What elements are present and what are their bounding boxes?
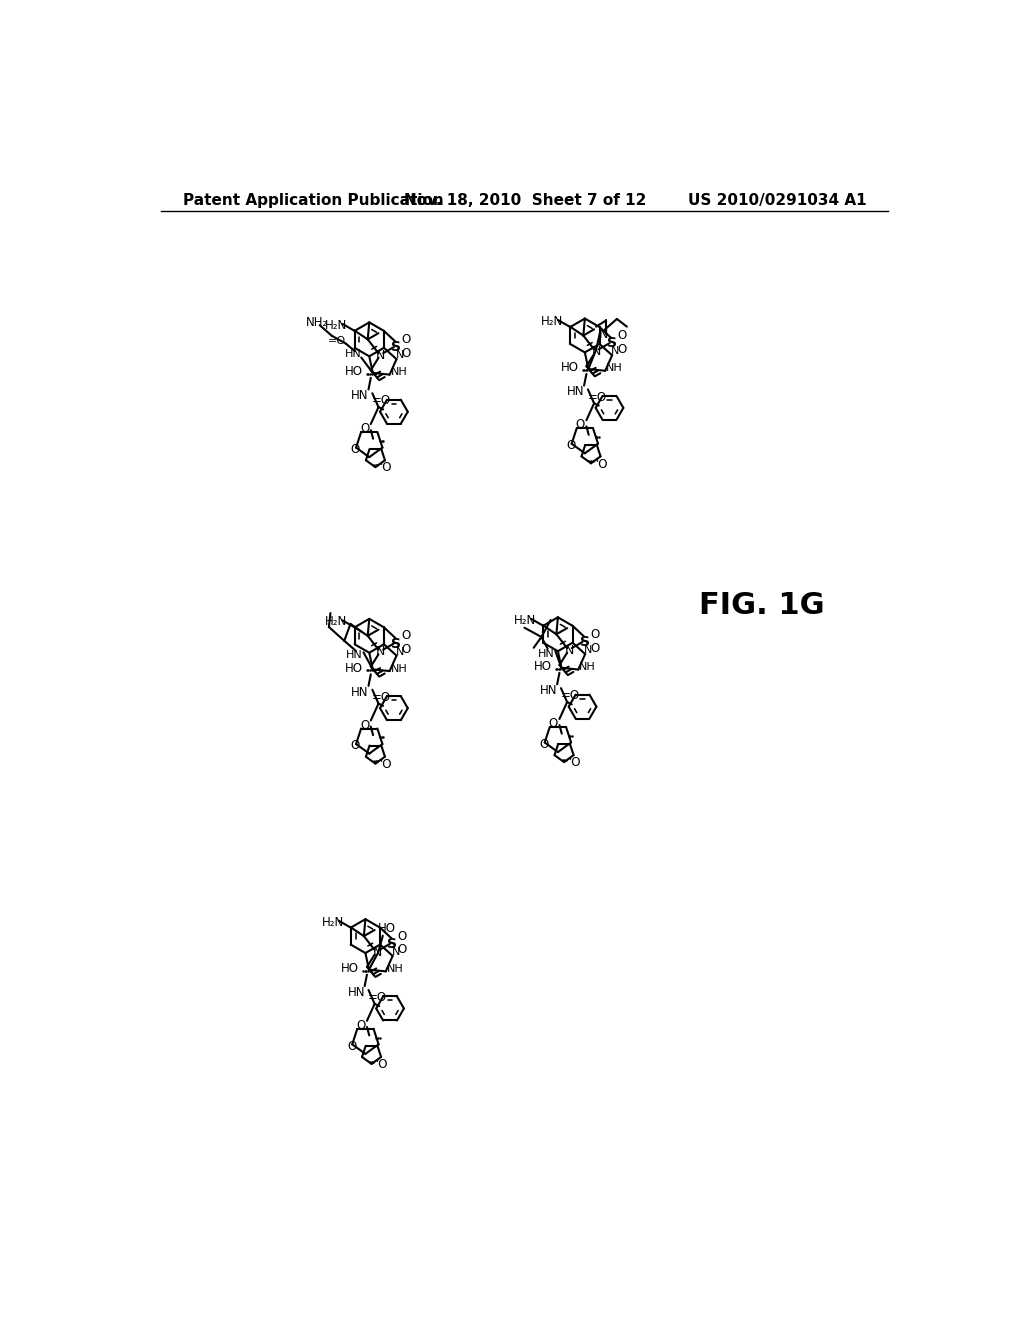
Text: O: O xyxy=(360,718,370,731)
Text: N: N xyxy=(376,348,385,362)
Text: NH: NH xyxy=(390,367,408,378)
Text: =O: =O xyxy=(372,690,391,704)
Text: =O: =O xyxy=(372,395,391,408)
Text: O: O xyxy=(347,1040,356,1053)
Text: NH: NH xyxy=(580,663,596,672)
Text: O: O xyxy=(590,642,599,655)
Text: HO: HO xyxy=(345,366,362,379)
Text: S: S xyxy=(580,635,590,649)
Text: O: O xyxy=(351,739,360,752)
Text: H₂N: H₂N xyxy=(514,614,537,627)
Text: N: N xyxy=(395,350,403,360)
Text: O: O xyxy=(590,628,599,640)
Text: =O: =O xyxy=(369,991,387,1005)
Text: H₂N: H₂N xyxy=(326,319,347,333)
Text: N: N xyxy=(584,645,593,655)
Text: O: O xyxy=(401,643,411,656)
Text: H₂N: H₂N xyxy=(326,615,347,628)
Text: HO: HO xyxy=(560,362,579,375)
Text: O: O xyxy=(360,422,370,436)
Text: HN: HN xyxy=(346,651,362,660)
Text: NH: NH xyxy=(387,964,403,974)
Text: HN: HN xyxy=(351,685,369,698)
Text: 'O: 'O xyxy=(568,756,581,770)
Text: HN: HN xyxy=(351,389,369,403)
Text: HO: HO xyxy=(341,962,359,975)
Text: O: O xyxy=(540,738,549,751)
Text: S: S xyxy=(387,937,397,950)
Text: =O: =O xyxy=(561,689,580,702)
Text: N: N xyxy=(611,346,620,356)
Text: H₂N: H₂N xyxy=(541,315,563,329)
Text: HO: HO xyxy=(345,661,362,675)
Text: NH₂: NH₂ xyxy=(305,315,328,329)
Text: N: N xyxy=(565,644,574,657)
Text: HO: HO xyxy=(534,660,552,673)
Text: O: O xyxy=(575,418,585,432)
Text: FIG. 1G: FIG. 1G xyxy=(699,590,824,619)
Text: O: O xyxy=(401,333,411,346)
Text: HN: HN xyxy=(538,649,554,659)
Text: O: O xyxy=(617,329,627,342)
Text: N: N xyxy=(592,345,601,358)
Text: 'O: 'O xyxy=(380,758,392,771)
Text: O: O xyxy=(566,440,575,453)
Text: =O: =O xyxy=(328,335,346,346)
Text: HN: HN xyxy=(567,385,585,399)
Text: NH: NH xyxy=(606,363,623,374)
Text: 'O: 'O xyxy=(376,1059,388,1072)
Text: HN: HN xyxy=(540,684,557,697)
Text: N: N xyxy=(391,946,400,957)
Text: Nov. 18, 2010  Sheet 7 of 12: Nov. 18, 2010 Sheet 7 of 12 xyxy=(403,193,646,209)
Text: 'O: 'O xyxy=(596,458,608,471)
Text: HN: HN xyxy=(345,350,361,359)
Text: US 2010/0291034 A1: US 2010/0291034 A1 xyxy=(688,193,866,209)
Text: 'O: 'O xyxy=(380,462,392,474)
Text: HN: HN xyxy=(347,986,365,999)
Text: S: S xyxy=(391,341,401,354)
Text: N: N xyxy=(598,327,607,341)
Text: =O: =O xyxy=(588,391,607,404)
Text: O: O xyxy=(401,347,411,360)
Text: O: O xyxy=(401,630,411,643)
Text: N: N xyxy=(373,945,382,958)
Text: S: S xyxy=(607,337,616,350)
Text: O: O xyxy=(397,929,407,942)
Text: O: O xyxy=(397,944,407,957)
Text: Patent Application Publication: Patent Application Publication xyxy=(183,193,443,209)
Text: O: O xyxy=(356,1019,366,1032)
Text: O: O xyxy=(351,444,360,455)
Text: H₂N: H₂N xyxy=(322,916,344,929)
Text: N: N xyxy=(376,645,385,659)
Text: N: N xyxy=(395,647,403,657)
Text: O: O xyxy=(549,717,558,730)
Text: O: O xyxy=(617,343,627,356)
Text: S: S xyxy=(391,636,401,651)
Text: NH: NH xyxy=(390,664,408,673)
Text: HO: HO xyxy=(378,921,395,935)
